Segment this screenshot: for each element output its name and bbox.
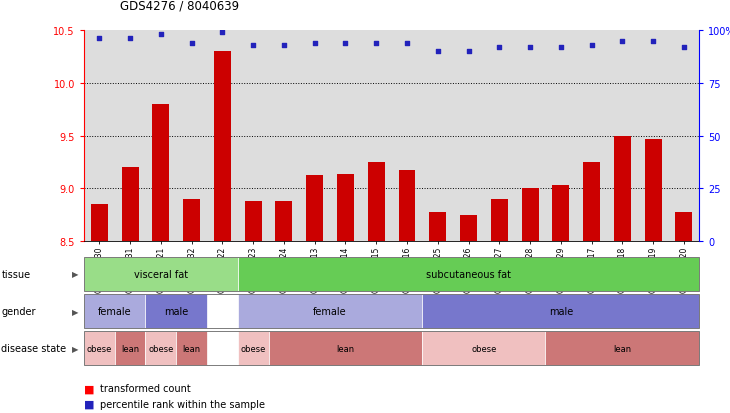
- Point: [278, 43, 290, 49]
- Text: gender: gender: [1, 306, 36, 316]
- Bar: [522, 189, 539, 242]
- Point: [124, 36, 136, 43]
- Point: [370, 40, 382, 47]
- Text: lean: lean: [337, 344, 355, 353]
- Point: [585, 43, 597, 49]
- Text: lean: lean: [182, 344, 201, 353]
- Text: obese: obese: [148, 344, 174, 353]
- Text: percentile rank within the sample: percentile rank within the sample: [100, 399, 265, 409]
- Bar: [307, 175, 323, 242]
- Text: ■: ■: [84, 399, 94, 409]
- Bar: [122, 168, 139, 242]
- Point: [617, 38, 629, 45]
- Point: [524, 45, 536, 51]
- Point: [678, 45, 690, 51]
- Text: lean: lean: [121, 344, 139, 353]
- Point: [339, 40, 351, 47]
- Bar: [214, 52, 231, 242]
- Point: [493, 45, 505, 51]
- Bar: [429, 212, 446, 242]
- Text: transformed count: transformed count: [100, 383, 191, 393]
- Text: female: female: [313, 306, 347, 316]
- Text: GDS4276 / 8040639: GDS4276 / 8040639: [120, 0, 239, 12]
- Bar: [614, 136, 631, 242]
- Text: male: male: [549, 306, 573, 316]
- Text: disease state: disease state: [1, 344, 66, 354]
- Text: tissue: tissue: [1, 269, 31, 279]
- Point: [186, 40, 198, 47]
- Bar: [553, 186, 569, 242]
- Bar: [645, 140, 661, 242]
- Bar: [245, 202, 261, 242]
- Text: male: male: [164, 306, 188, 316]
- Bar: [460, 215, 477, 242]
- Text: ■: ■: [84, 383, 94, 393]
- Bar: [153, 104, 169, 242]
- Text: ▶: ▶: [72, 344, 78, 353]
- Text: ▶: ▶: [72, 270, 78, 279]
- Bar: [675, 212, 693, 242]
- Point: [155, 32, 166, 38]
- Text: female: female: [98, 306, 131, 316]
- Bar: [275, 202, 293, 242]
- Bar: [491, 199, 508, 242]
- Point: [432, 49, 444, 55]
- Bar: [583, 163, 600, 242]
- Point: [555, 45, 566, 51]
- Bar: [368, 163, 385, 242]
- Text: lean: lean: [613, 344, 631, 353]
- Point: [402, 40, 413, 47]
- Text: obese: obese: [472, 344, 496, 353]
- Text: ▶: ▶: [72, 307, 78, 316]
- Text: visceral fat: visceral fat: [134, 269, 188, 279]
- Bar: [399, 171, 415, 242]
- Bar: [183, 199, 200, 242]
- Point: [309, 40, 320, 47]
- Text: obese: obese: [240, 344, 266, 353]
- Bar: [91, 205, 108, 242]
- Point: [217, 30, 228, 36]
- Point: [247, 43, 259, 49]
- Text: subcutaneous fat: subcutaneous fat: [426, 269, 511, 279]
- Bar: [337, 174, 354, 242]
- Point: [93, 36, 105, 43]
- Point: [463, 49, 474, 55]
- Point: [648, 38, 659, 45]
- Text: obese: obese: [87, 344, 112, 353]
